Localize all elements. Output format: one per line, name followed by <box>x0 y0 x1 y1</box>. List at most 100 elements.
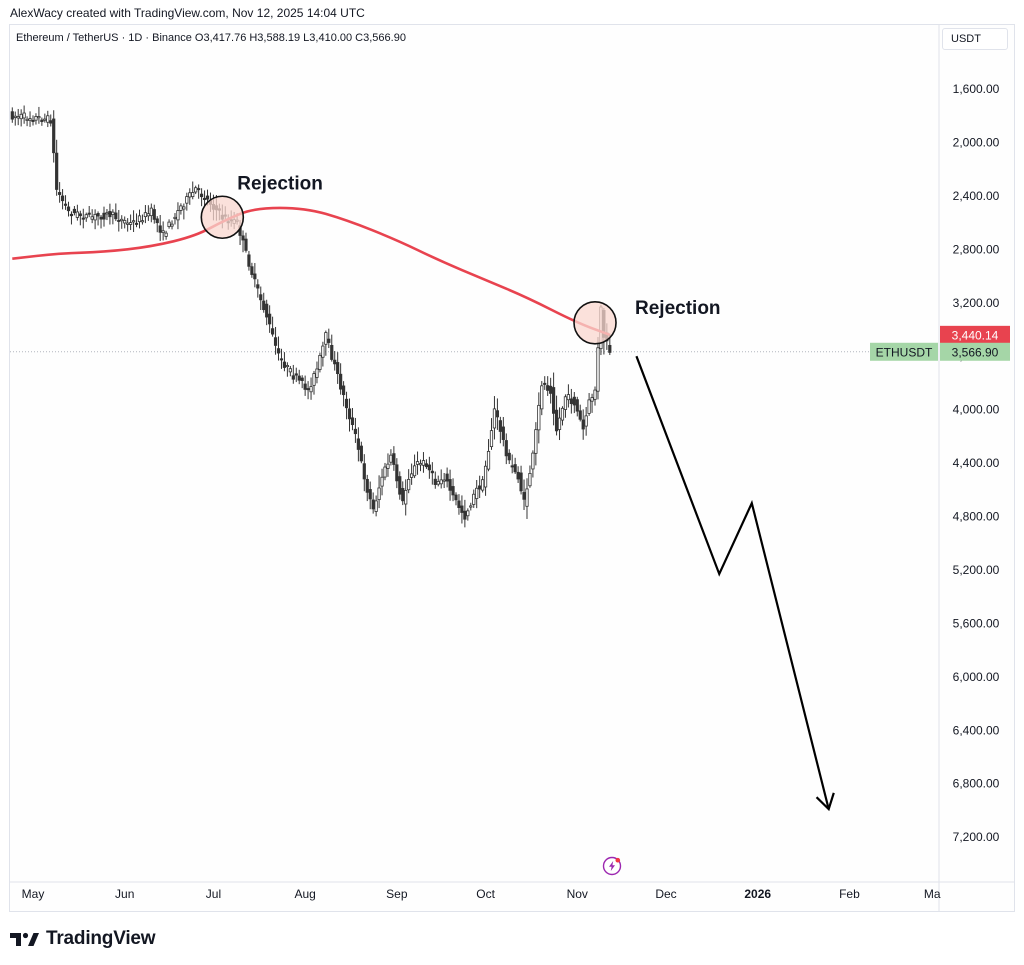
price-axis[interactable]: 1,600.00 2,000.00 2,400.00 2,800.00 3,200.00… <box>953 82 1000 844</box>
price-tick-label: 2,000.00 <box>953 135 1000 149</box>
candle-body <box>481 479 485 491</box>
candle-body <box>341 385 346 396</box>
candle-body <box>386 463 390 469</box>
time-axis[interactable]: May Jun Jul Aug Sep Oct Nov Dec 2026 Feb Ma <box>22 887 941 901</box>
candle-body <box>268 313 272 325</box>
candle-body <box>87 212 91 215</box>
price-tick-label: 2,400.00 <box>953 189 1000 203</box>
candle-body <box>34 116 38 121</box>
last-price-tag <box>940 342 1010 361</box>
candle-body <box>291 375 295 380</box>
candle-body <box>182 206 186 210</box>
candle-body <box>489 430 494 448</box>
candle-body <box>436 481 440 485</box>
candle-body <box>244 238 248 251</box>
candle-body <box>495 410 500 418</box>
candle-body <box>188 192 192 198</box>
candle-body <box>486 450 491 470</box>
candle-body <box>282 361 287 368</box>
candle-body <box>528 472 532 487</box>
price-tick-label: 4,800.00 <box>953 510 1000 524</box>
time-tick-label: Sep <box>386 887 408 901</box>
candle-body <box>55 152 59 190</box>
candle-body <box>96 213 100 217</box>
symbol-legend: Ethereum / TetherUS · 1D · Binance O3,41… <box>16 32 406 44</box>
candle-body <box>475 487 479 499</box>
candle-body <box>265 303 269 318</box>
candle-body <box>22 112 26 119</box>
candle-body <box>173 216 177 219</box>
ma-price-value: 3,440.14 <box>952 328 999 342</box>
candle-body <box>427 464 431 471</box>
candle-body <box>460 505 464 513</box>
candle-body <box>593 389 597 400</box>
candle-body <box>333 359 337 365</box>
candle-body <box>105 212 109 215</box>
candle-body <box>155 218 159 224</box>
candle-body <box>540 385 544 410</box>
candle-body <box>43 118 47 121</box>
candle-body <box>590 397 594 402</box>
candle-body <box>549 385 553 394</box>
candle-body <box>149 207 153 217</box>
candle-body <box>146 213 150 217</box>
candle-body <box>111 211 115 215</box>
projection-arrowhead <box>815 792 835 812</box>
candle-body <box>137 215 142 223</box>
chart-credit: AlexWacy created with TradingView.com, N… <box>10 6 365 20</box>
candle-body <box>60 195 65 202</box>
candle-body <box>410 473 414 478</box>
candle-body <box>25 118 29 121</box>
candle-body <box>19 113 23 120</box>
candle-body <box>52 118 56 154</box>
rejection-circle <box>200 195 245 240</box>
time-tick-label: Feb <box>839 887 860 901</box>
candle-body <box>306 388 310 391</box>
candle-body <box>288 368 292 373</box>
candle-body <box>430 470 434 474</box>
candles <box>10 105 612 528</box>
tradingview-logo[interactable]: TradingView <box>10 928 156 950</box>
moving-average-line[interactable] <box>12 206 611 337</box>
candle-body <box>40 119 44 123</box>
candle-body <box>179 205 183 211</box>
candle-body <box>37 116 41 119</box>
candle-body <box>297 375 301 381</box>
price-tick-label: 1,600.00 <box>953 82 1000 96</box>
candle-body <box>552 387 556 414</box>
candle-body <box>534 429 538 454</box>
currency-button[interactable]: USDT <box>942 28 1008 50</box>
candle-body <box>312 373 316 386</box>
candle-body <box>608 345 612 353</box>
candle-body <box>262 300 266 311</box>
candle-body <box>546 385 550 391</box>
candle-body <box>543 382 547 385</box>
candle-body <box>102 212 106 220</box>
lightning-icon[interactable] <box>602 856 622 876</box>
candle-body <box>560 407 565 421</box>
candle-body <box>454 494 458 501</box>
candle-body <box>93 213 97 221</box>
candle-body <box>336 362 340 375</box>
price-tick-label: 6,400.00 <box>953 723 1000 737</box>
candle-body <box>516 471 520 480</box>
price-tick-label: 7,200.00 <box>953 830 1000 844</box>
candle-body <box>63 203 68 206</box>
price-tick-label: 4,400.00 <box>953 456 1000 470</box>
candle-body <box>395 464 399 482</box>
time-tick-label: Nov <box>567 887 588 901</box>
candle-body <box>596 347 600 392</box>
candle-body <box>581 419 585 430</box>
rejection-label: Rejection <box>635 298 721 319</box>
candle-body <box>424 463 429 468</box>
candle-body <box>557 417 562 430</box>
candle-body <box>442 479 446 482</box>
price-tick-label: 2,800.00 <box>953 242 1000 256</box>
candle-body <box>445 473 449 482</box>
candle-body <box>584 415 588 427</box>
time-tick-label: May <box>22 887 45 901</box>
candle-body <box>129 222 133 225</box>
time-tick-label: Oct <box>476 887 495 901</box>
candle-body <box>256 284 260 289</box>
